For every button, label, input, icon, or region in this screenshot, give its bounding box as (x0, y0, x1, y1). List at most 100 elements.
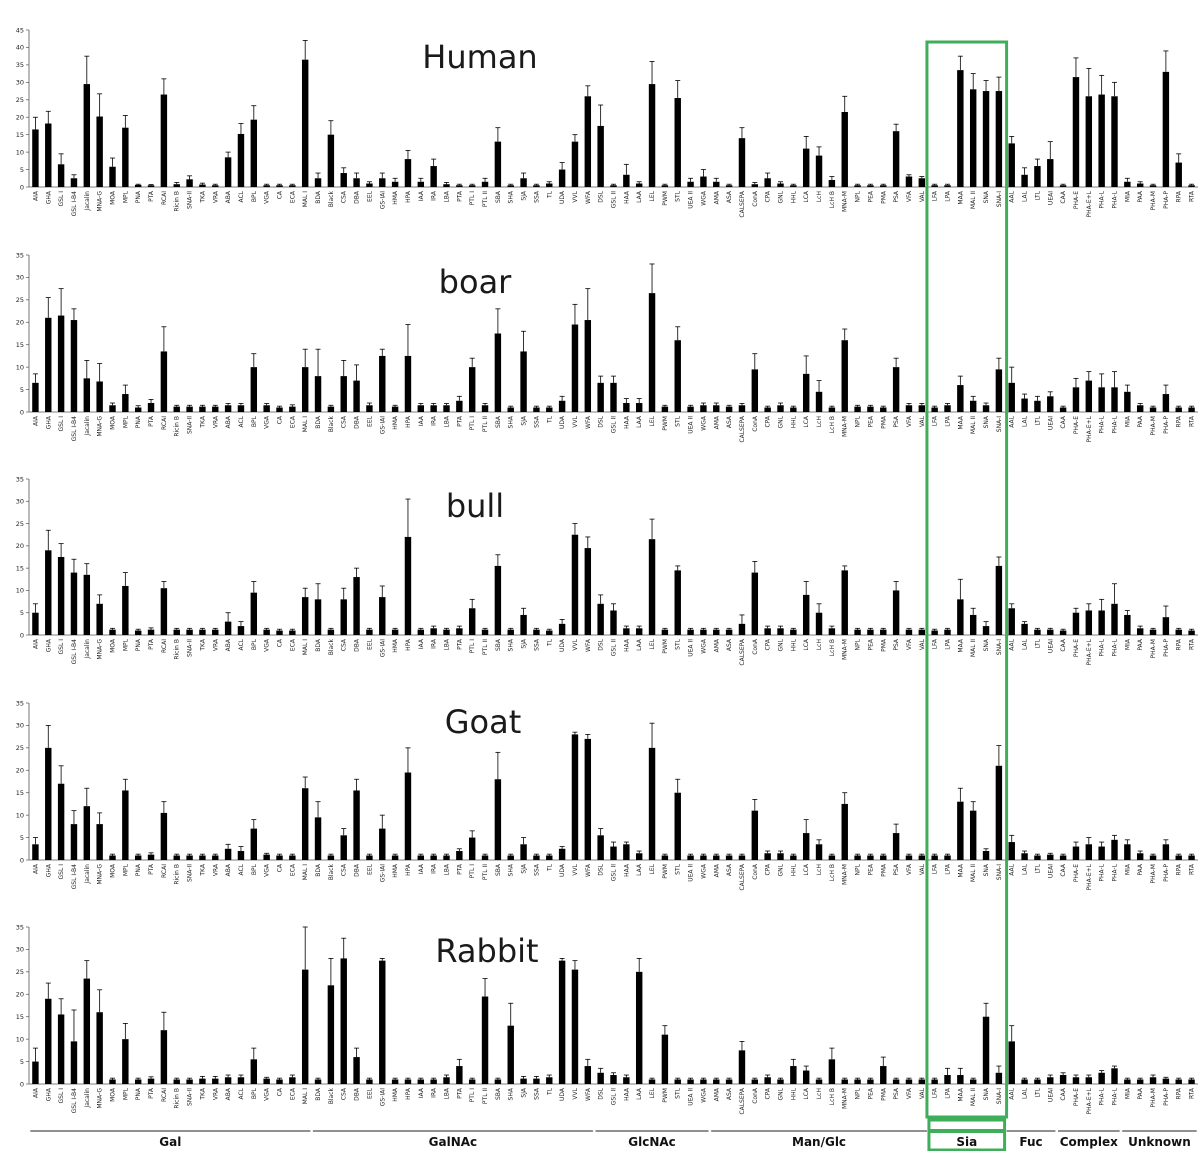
bar (134, 1079, 142, 1084)
x-tick-label: PNA (135, 863, 142, 876)
bar (982, 1016, 990, 1084)
bar (815, 844, 823, 860)
x-tick-label: EEL (366, 638, 373, 650)
x-tick-label: GSL II (611, 1088, 618, 1105)
x-tick-label: WFA (585, 638, 592, 652)
bar (147, 185, 155, 187)
bar (57, 1014, 65, 1084)
x-tick-label: LAL (1022, 190, 1029, 202)
bar (1059, 1075, 1067, 1084)
x-tick-label: LBA (444, 415, 451, 427)
x-tick-label: LAL (1022, 1087, 1029, 1099)
x-tick-label: AMA (713, 190, 720, 204)
bar (969, 614, 977, 635)
x-tick-label: PEA (867, 1087, 874, 1099)
bar (738, 1050, 746, 1084)
bar (1047, 396, 1054, 412)
bar (340, 376, 347, 412)
bar (289, 1077, 296, 1084)
x-tick-label: UDA (559, 190, 566, 204)
x-tick-label: TL (546, 863, 553, 872)
bar (391, 406, 399, 412)
bar (687, 1079, 694, 1084)
bar (700, 1079, 707, 1084)
bar (289, 406, 296, 412)
bar (379, 178, 386, 187)
y-tick-label: 20 (16, 991, 24, 999)
bar (1008, 608, 1015, 635)
bar (57, 164, 65, 187)
x-tick-label: MNA-G (97, 416, 104, 437)
bar (597, 125, 604, 187)
x-tick-label: BPL (251, 1087, 258, 1099)
x-tick-label: EEL (366, 415, 373, 427)
bar (944, 1075, 951, 1084)
x-tick-label: TKA (199, 190, 206, 203)
bar (417, 629, 425, 635)
x-tick-label: PWM (662, 191, 669, 206)
y-tick-label: 0 (20, 1080, 24, 1088)
x-tick-label: ASA (726, 1087, 733, 1100)
bar (1098, 387, 1105, 412)
bar (134, 855, 142, 860)
x-tick-label: WGA (700, 415, 707, 431)
x-tick-label: SHA (508, 638, 515, 651)
bar (96, 381, 103, 412)
bar (199, 184, 206, 187)
bar (1188, 1079, 1195, 1084)
x-tick-label: PTA (456, 638, 463, 650)
x-tick-label: MIA (1124, 863, 1131, 875)
x-tick-label: VGA (264, 415, 271, 429)
x-tick-label: MOA (110, 190, 117, 205)
bar (982, 626, 990, 635)
x-tick-label: UDA (559, 415, 566, 429)
x-tick-label: PWM (662, 639, 669, 654)
bar (186, 629, 193, 635)
x-tick-label: VAL (919, 190, 926, 202)
x-tick-label: CPA (765, 863, 772, 875)
bar (777, 405, 784, 412)
x-tick-label: IAA (418, 1087, 425, 1098)
bar (854, 1079, 861, 1084)
bar (276, 185, 283, 187)
x-tick-label: MOA (110, 863, 117, 878)
y-tick-label: 5 (20, 834, 24, 842)
bar (45, 123, 52, 187)
bar (327, 629, 335, 635)
x-tick-label: GSL I-B4 (71, 864, 78, 890)
x-tick-label: DBA (354, 863, 361, 877)
y-tick-label: 30 (16, 79, 24, 87)
x-tick-label: GS-IAI (379, 1088, 386, 1106)
bar (301, 969, 309, 1084)
bar (751, 810, 759, 860)
bar (224, 1077, 232, 1084)
bar (713, 1079, 720, 1084)
bar (456, 185, 463, 187)
y-tick-label: 5 (20, 609, 24, 617)
bar (571, 534, 579, 635)
bar (327, 985, 335, 1084)
x-tick-label: LEL (649, 415, 656, 426)
bar (648, 293, 656, 412)
x-tick-label: LcH B (829, 1088, 836, 1105)
bar (494, 565, 502, 635)
x-tick-label: MAL I (302, 639, 309, 656)
x-tick-label: MPL (122, 638, 129, 651)
bar (713, 181, 720, 187)
bar (635, 628, 643, 635)
sia-highlight (925, 40, 1009, 1151)
x-tick-label: DSL (598, 863, 605, 875)
x-tick-label: PHA-P (1163, 864, 1170, 882)
x-tick-label: Black (328, 863, 335, 880)
bar (1034, 400, 1041, 412)
y-tick-label: 0 (20, 631, 24, 639)
bar (147, 629, 155, 635)
x-tick-label: AIA (32, 1087, 39, 1098)
x-tick-label: MIA (1124, 190, 1131, 202)
x-tick-label: PHA-L (1099, 190, 1106, 208)
bar (122, 790, 129, 860)
y-tick-label: 20 (16, 542, 24, 550)
x-tick-label: CSA (341, 638, 348, 651)
x-tick-label: MNA-M (842, 416, 849, 437)
chart-panel-bull: 0 5 10 15 20 25 30 35 bull AIA GHA GSL I GSL I-B4 Jac… (16, 475, 1198, 666)
